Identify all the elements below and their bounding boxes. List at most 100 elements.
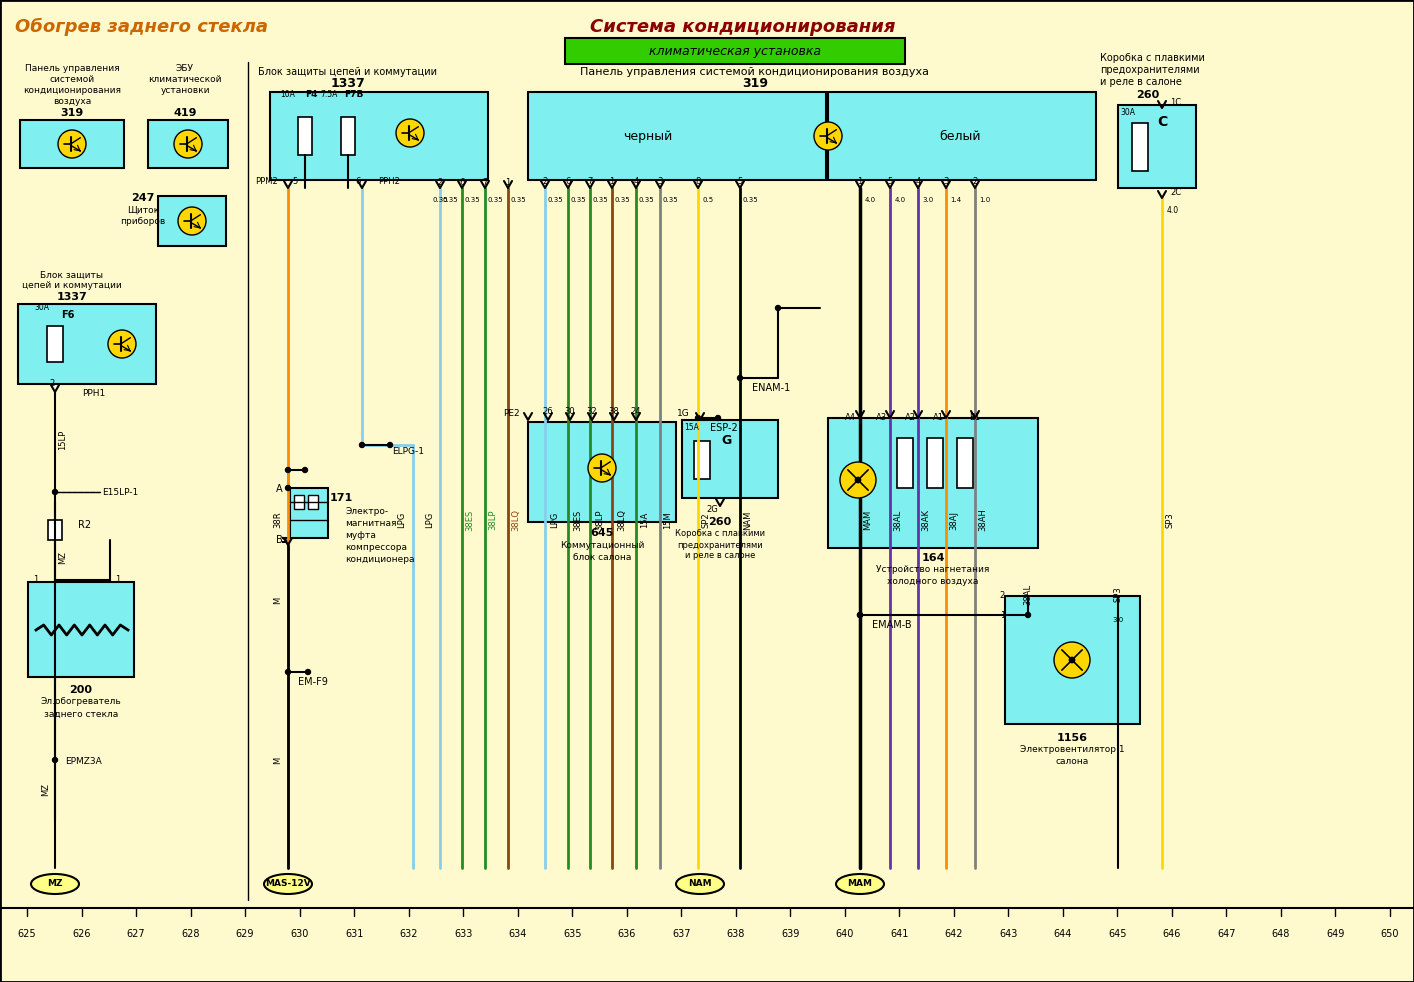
Text: NAM: NAM bbox=[689, 880, 711, 889]
Text: 1G: 1G bbox=[677, 409, 690, 417]
Text: 2G: 2G bbox=[706, 506, 718, 515]
Text: 5: 5 bbox=[888, 177, 892, 186]
Text: предохранителями: предохранителями bbox=[677, 540, 762, 550]
Text: 637: 637 bbox=[672, 929, 690, 939]
Text: 3.0: 3.0 bbox=[1113, 617, 1124, 623]
Text: 0.35: 0.35 bbox=[592, 197, 608, 203]
Circle shape bbox=[396, 119, 424, 147]
Circle shape bbox=[286, 467, 290, 472]
Text: B1: B1 bbox=[970, 413, 980, 422]
Text: PE2: PE2 bbox=[503, 409, 520, 417]
Text: цепей и коммутации: цепей и коммутации bbox=[23, 282, 122, 291]
Text: 630: 630 bbox=[290, 929, 308, 939]
Text: A4: A4 bbox=[844, 413, 855, 422]
Text: Панель управления: Панель управления bbox=[24, 64, 119, 73]
Text: 2: 2 bbox=[437, 178, 443, 187]
Circle shape bbox=[178, 207, 206, 235]
Circle shape bbox=[1069, 657, 1075, 663]
Bar bbox=[957, 438, 973, 488]
Text: 640: 640 bbox=[836, 929, 854, 939]
Text: воздуха: воздуха bbox=[52, 96, 90, 105]
Text: 0.35: 0.35 bbox=[570, 197, 585, 203]
Text: 7.5A: 7.5A bbox=[321, 89, 338, 98]
Text: холодного воздуха: холодного воздуха bbox=[888, 576, 978, 585]
Circle shape bbox=[52, 489, 58, 495]
Text: C: C bbox=[1157, 115, 1167, 129]
Text: 648: 648 bbox=[1271, 929, 1290, 939]
Circle shape bbox=[286, 670, 290, 675]
Text: 24: 24 bbox=[631, 408, 642, 416]
Text: предохранителями: предохранителями bbox=[1100, 65, 1199, 75]
Bar bbox=[298, 117, 312, 155]
Circle shape bbox=[359, 443, 365, 448]
Text: 6: 6 bbox=[460, 178, 465, 187]
Text: 633: 633 bbox=[454, 929, 472, 939]
Text: 15A: 15A bbox=[684, 423, 700, 432]
Text: 260: 260 bbox=[708, 517, 731, 527]
Text: 645: 645 bbox=[590, 528, 614, 538]
Text: ENAM-1: ENAM-1 bbox=[752, 383, 790, 393]
Circle shape bbox=[286, 485, 290, 490]
Circle shape bbox=[174, 130, 202, 158]
Text: 1C: 1C bbox=[1169, 97, 1181, 106]
Text: 4.0: 4.0 bbox=[895, 197, 905, 203]
Text: M: M bbox=[273, 756, 283, 764]
Circle shape bbox=[1025, 613, 1031, 618]
Circle shape bbox=[387, 443, 393, 448]
Bar bbox=[527, 422, 676, 522]
Text: ESP-2: ESP-2 bbox=[710, 423, 738, 433]
Text: 0.35: 0.35 bbox=[464, 197, 479, 203]
Text: 0.35: 0.35 bbox=[662, 197, 677, 203]
Text: 1156: 1156 bbox=[1056, 733, 1087, 743]
Text: Электро-: Электро- bbox=[345, 507, 387, 516]
Circle shape bbox=[696, 415, 700, 420]
Text: 650: 650 bbox=[1380, 929, 1400, 939]
Text: Коробка с плавкими: Коробка с плавкими bbox=[1100, 53, 1205, 63]
Bar bbox=[290, 488, 328, 538]
Text: 2: 2 bbox=[1000, 591, 1005, 601]
Text: 635: 635 bbox=[563, 929, 581, 939]
Text: B: B bbox=[276, 535, 283, 545]
Text: муфта: муфта bbox=[345, 530, 376, 539]
Text: 641: 641 bbox=[891, 929, 909, 939]
Text: магнитная: магнитная bbox=[345, 518, 396, 527]
Text: 4.0: 4.0 bbox=[1167, 205, 1179, 214]
Text: 0.5: 0.5 bbox=[703, 197, 714, 203]
Bar bbox=[148, 120, 228, 168]
Circle shape bbox=[305, 670, 311, 675]
Text: 1: 1 bbox=[116, 575, 120, 584]
Text: установки: установки bbox=[160, 85, 209, 94]
Text: 647: 647 bbox=[1217, 929, 1236, 939]
Text: кондиционирования: кондиционирования bbox=[23, 85, 122, 94]
Text: 30A: 30A bbox=[34, 302, 49, 311]
Text: 632: 632 bbox=[399, 929, 419, 939]
Text: Щиток: Щиток bbox=[127, 205, 158, 214]
Text: 629: 629 bbox=[236, 929, 255, 939]
Text: 5: 5 bbox=[293, 177, 297, 186]
Text: 38AL: 38AL bbox=[1024, 583, 1032, 605]
Text: 626: 626 bbox=[72, 929, 90, 939]
Text: 1: 1 bbox=[34, 575, 38, 584]
Text: Блок защиты: Блок защиты bbox=[41, 270, 103, 280]
Text: 646: 646 bbox=[1162, 929, 1181, 939]
Text: салона: салона bbox=[1055, 757, 1089, 767]
Text: системой: системой bbox=[49, 75, 95, 83]
Bar bbox=[1133, 123, 1148, 171]
Text: 642: 642 bbox=[945, 929, 963, 939]
Circle shape bbox=[1053, 642, 1090, 678]
Text: Коммутационный: Коммутационный bbox=[560, 540, 645, 550]
Circle shape bbox=[855, 477, 861, 483]
Text: PPH2: PPH2 bbox=[378, 177, 400, 186]
Circle shape bbox=[840, 462, 877, 498]
Text: 32: 32 bbox=[587, 408, 597, 416]
Text: R2: R2 bbox=[78, 520, 90, 530]
Bar bbox=[270, 92, 488, 180]
Text: 1.4: 1.4 bbox=[950, 197, 962, 203]
Text: 1337: 1337 bbox=[331, 77, 365, 89]
Ellipse shape bbox=[264, 874, 312, 894]
Text: LPG: LPG bbox=[426, 512, 434, 528]
Text: 0.35: 0.35 bbox=[614, 197, 629, 203]
Text: 38AK: 38AK bbox=[922, 509, 930, 531]
Bar bbox=[47, 326, 64, 362]
Text: 0.35: 0.35 bbox=[638, 197, 653, 203]
